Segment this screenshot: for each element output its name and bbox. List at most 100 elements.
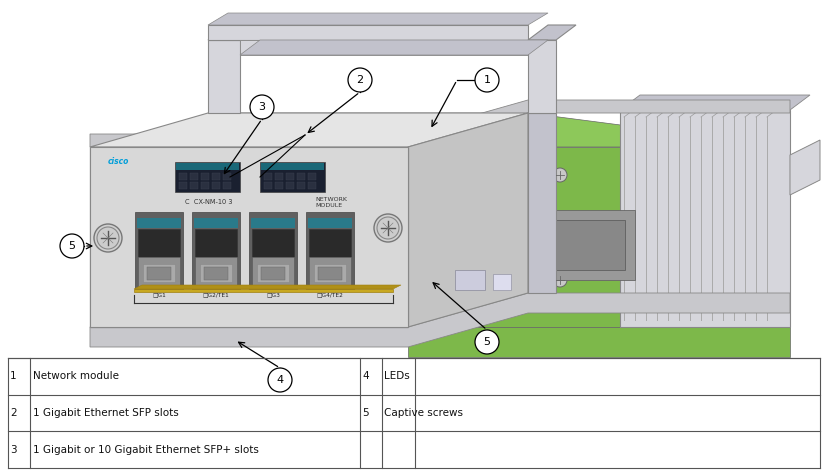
Text: C  CX-NM-10 3: C CX-NM-10 3 bbox=[184, 199, 232, 205]
FancyBboxPatch shape bbox=[308, 218, 351, 228]
FancyBboxPatch shape bbox=[306, 212, 354, 290]
Polygon shape bbox=[408, 147, 789, 327]
FancyBboxPatch shape bbox=[176, 163, 239, 170]
Circle shape bbox=[376, 217, 399, 239]
Circle shape bbox=[475, 330, 499, 354]
Text: 3: 3 bbox=[10, 445, 17, 455]
FancyBboxPatch shape bbox=[308, 173, 316, 180]
FancyBboxPatch shape bbox=[308, 229, 351, 287]
FancyBboxPatch shape bbox=[192, 212, 240, 290]
FancyBboxPatch shape bbox=[261, 267, 284, 280]
FancyBboxPatch shape bbox=[492, 274, 510, 290]
FancyBboxPatch shape bbox=[256, 264, 289, 282]
Circle shape bbox=[94, 224, 122, 252]
FancyBboxPatch shape bbox=[189, 173, 198, 180]
FancyBboxPatch shape bbox=[251, 257, 294, 287]
Text: 1 Gigabit Ethernet SFP slots: 1 Gigabit Ethernet SFP slots bbox=[33, 408, 179, 418]
Text: cisco: cisco bbox=[108, 157, 129, 166]
FancyBboxPatch shape bbox=[544, 210, 634, 280]
Circle shape bbox=[60, 234, 84, 258]
Text: □G4/TE2: □G4/TE2 bbox=[316, 292, 343, 297]
FancyBboxPatch shape bbox=[174, 162, 240, 192]
Polygon shape bbox=[208, 40, 240, 113]
FancyBboxPatch shape bbox=[90, 147, 408, 327]
Polygon shape bbox=[208, 25, 260, 40]
FancyBboxPatch shape bbox=[194, 218, 237, 228]
FancyBboxPatch shape bbox=[201, 173, 208, 180]
Polygon shape bbox=[789, 140, 819, 195]
FancyBboxPatch shape bbox=[297, 173, 304, 180]
Polygon shape bbox=[408, 327, 789, 357]
Polygon shape bbox=[134, 285, 400, 289]
FancyBboxPatch shape bbox=[260, 162, 325, 192]
Circle shape bbox=[97, 227, 119, 249]
FancyBboxPatch shape bbox=[179, 182, 187, 189]
Text: □G3: □G3 bbox=[265, 292, 280, 297]
FancyBboxPatch shape bbox=[143, 264, 174, 282]
FancyBboxPatch shape bbox=[554, 220, 624, 270]
FancyBboxPatch shape bbox=[179, 173, 187, 180]
Circle shape bbox=[552, 273, 566, 287]
FancyBboxPatch shape bbox=[275, 173, 283, 180]
FancyBboxPatch shape bbox=[308, 182, 316, 189]
Circle shape bbox=[475, 68, 499, 92]
Text: NETWORK
MODULE: NETWORK MODULE bbox=[314, 197, 347, 208]
Polygon shape bbox=[208, 13, 547, 25]
Circle shape bbox=[268, 368, 292, 392]
FancyBboxPatch shape bbox=[251, 229, 294, 287]
Circle shape bbox=[374, 214, 402, 242]
FancyBboxPatch shape bbox=[275, 182, 283, 189]
FancyBboxPatch shape bbox=[285, 182, 294, 189]
Polygon shape bbox=[208, 25, 528, 40]
FancyBboxPatch shape bbox=[222, 173, 231, 180]
Text: 5: 5 bbox=[483, 337, 490, 347]
Text: 3: 3 bbox=[258, 102, 265, 112]
Text: 2: 2 bbox=[10, 408, 17, 418]
Text: □G1: □G1 bbox=[152, 292, 165, 297]
Polygon shape bbox=[240, 40, 528, 55]
FancyBboxPatch shape bbox=[249, 212, 297, 290]
Text: 5: 5 bbox=[69, 241, 75, 251]
FancyBboxPatch shape bbox=[318, 267, 342, 280]
FancyBboxPatch shape bbox=[308, 257, 351, 287]
FancyBboxPatch shape bbox=[222, 182, 231, 189]
FancyBboxPatch shape bbox=[264, 182, 272, 189]
FancyBboxPatch shape bbox=[285, 173, 294, 180]
Polygon shape bbox=[90, 113, 528, 147]
FancyBboxPatch shape bbox=[264, 173, 272, 180]
FancyBboxPatch shape bbox=[138, 257, 179, 287]
FancyBboxPatch shape bbox=[200, 264, 232, 282]
Polygon shape bbox=[240, 40, 547, 55]
FancyBboxPatch shape bbox=[135, 212, 183, 290]
Polygon shape bbox=[528, 25, 576, 40]
FancyBboxPatch shape bbox=[212, 173, 220, 180]
Polygon shape bbox=[619, 110, 789, 327]
FancyBboxPatch shape bbox=[195, 257, 237, 287]
Polygon shape bbox=[208, 113, 789, 147]
Text: 1: 1 bbox=[10, 371, 17, 381]
Text: 5: 5 bbox=[361, 408, 368, 418]
Text: □G2/TE1: □G2/TE1 bbox=[203, 292, 229, 297]
Polygon shape bbox=[619, 95, 809, 110]
FancyBboxPatch shape bbox=[251, 218, 294, 228]
Text: 1: 1 bbox=[483, 75, 490, 85]
Polygon shape bbox=[528, 40, 555, 113]
FancyBboxPatch shape bbox=[189, 182, 198, 189]
Circle shape bbox=[250, 95, 274, 119]
FancyBboxPatch shape bbox=[201, 182, 208, 189]
Text: 2: 2 bbox=[356, 75, 363, 85]
FancyBboxPatch shape bbox=[136, 218, 181, 228]
Polygon shape bbox=[134, 289, 393, 292]
Polygon shape bbox=[408, 113, 528, 327]
FancyBboxPatch shape bbox=[261, 163, 323, 170]
Polygon shape bbox=[528, 113, 555, 293]
FancyBboxPatch shape bbox=[212, 182, 220, 189]
FancyBboxPatch shape bbox=[138, 229, 179, 287]
FancyBboxPatch shape bbox=[147, 267, 171, 280]
Text: 1 Gigabit or 10 Gigabit Ethernet SFP+ slots: 1 Gigabit or 10 Gigabit Ethernet SFP+ sl… bbox=[33, 445, 259, 455]
Circle shape bbox=[552, 168, 566, 182]
Text: Captive screws: Captive screws bbox=[384, 408, 462, 418]
FancyBboxPatch shape bbox=[455, 270, 485, 290]
FancyBboxPatch shape bbox=[297, 182, 304, 189]
Text: Network module: Network module bbox=[33, 371, 119, 381]
